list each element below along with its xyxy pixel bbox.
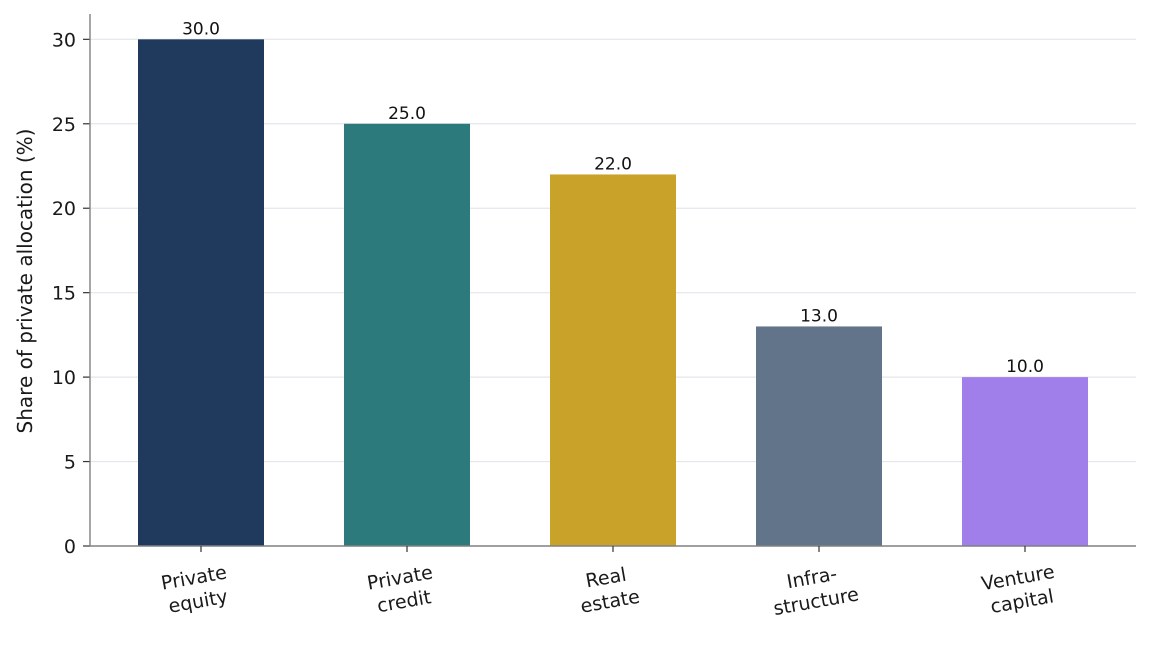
y-tick-label: 15	[52, 283, 76, 305]
bar	[550, 174, 676, 546]
bar-value-label: 30.0	[182, 19, 220, 39]
x-category-label: Venturecapital	[980, 561, 1061, 619]
bar-value-label: 22.0	[594, 154, 632, 174]
bar	[138, 39, 264, 546]
bar	[344, 123, 470, 547]
x-category-label: Realestate	[575, 562, 642, 618]
data-labels: 30.0 25.0 22.0 13.0 10.0	[182, 19, 1044, 377]
bars	[138, 39, 1088, 547]
x-category-label: Privateequity	[159, 562, 232, 619]
bar-value-label: 25.0	[388, 104, 426, 124]
y-tick-label: 5	[64, 452, 76, 474]
y-tick-label: 0	[64, 536, 76, 558]
y-tick-label: 20	[52, 198, 76, 220]
bar	[756, 326, 882, 546]
y-axis-title: Share of private allocation (%)	[13, 129, 37, 434]
y-tick-label: 25	[52, 114, 76, 136]
y-tick-label: 30	[52, 29, 76, 51]
y-tick-label: 10	[52, 367, 76, 389]
x-category-label: Infra-structure	[768, 560, 861, 620]
bar-value-label: 10.0	[1006, 357, 1044, 377]
x-category-label: Privatecredit	[365, 562, 438, 619]
bar-value-label: 13.0	[800, 306, 838, 326]
bar	[962, 377, 1088, 546]
